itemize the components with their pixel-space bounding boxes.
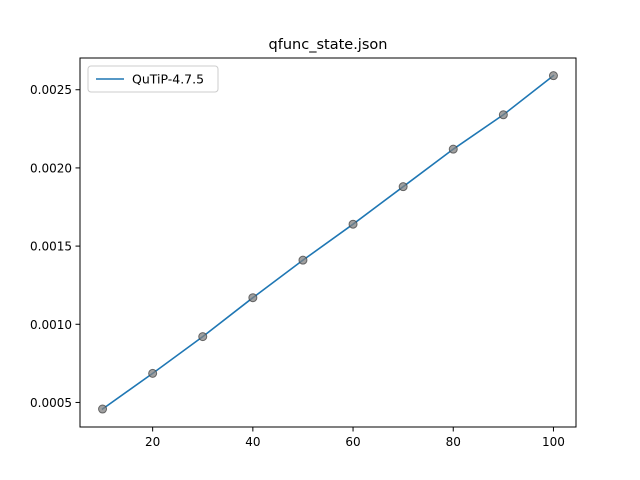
x-tick-label: 20 [145, 435, 160, 449]
data-point [398, 182, 408, 192]
series-line [101, 74, 555, 411]
data-point [298, 255, 308, 265]
data-point [498, 110, 508, 120]
x-tick-label: 80 [446, 435, 461, 449]
axes: 20 40 60 80 100 0.0005 0.0010 0.0015 0.0020 0.002… [30, 57, 577, 449]
data-point [148, 368, 158, 378]
data-point [98, 404, 108, 414]
data-point [248, 293, 258, 303]
legend: QuTiP-4.7.5 [87, 65, 219, 93]
y-tick-label: 0.0005 [30, 396, 72, 410]
series-layer [101, 74, 555, 411]
x-tick-label: 100 [542, 435, 565, 449]
x-tick-label: 40 [245, 435, 260, 449]
y-tick-label: 0.0020 [30, 161, 72, 175]
data-point [548, 71, 558, 81]
data-point [348, 219, 358, 229]
legend-box [87, 65, 219, 93]
y-tick-label: 0.0015 [30, 240, 72, 254]
data-point [448, 144, 458, 154]
legend-label: QuTiP-4.7.5 [132, 72, 204, 87]
data-point [198, 332, 208, 342]
plot-frame [79, 57, 577, 428]
chart-title: qfunc_state.json [269, 37, 388, 53]
y-tick-label: 0.0025 [30, 83, 72, 97]
y-tick-label: 0.0010 [30, 318, 72, 332]
x-tick-label: 60 [345, 435, 360, 449]
marker-layer [98, 71, 558, 414]
